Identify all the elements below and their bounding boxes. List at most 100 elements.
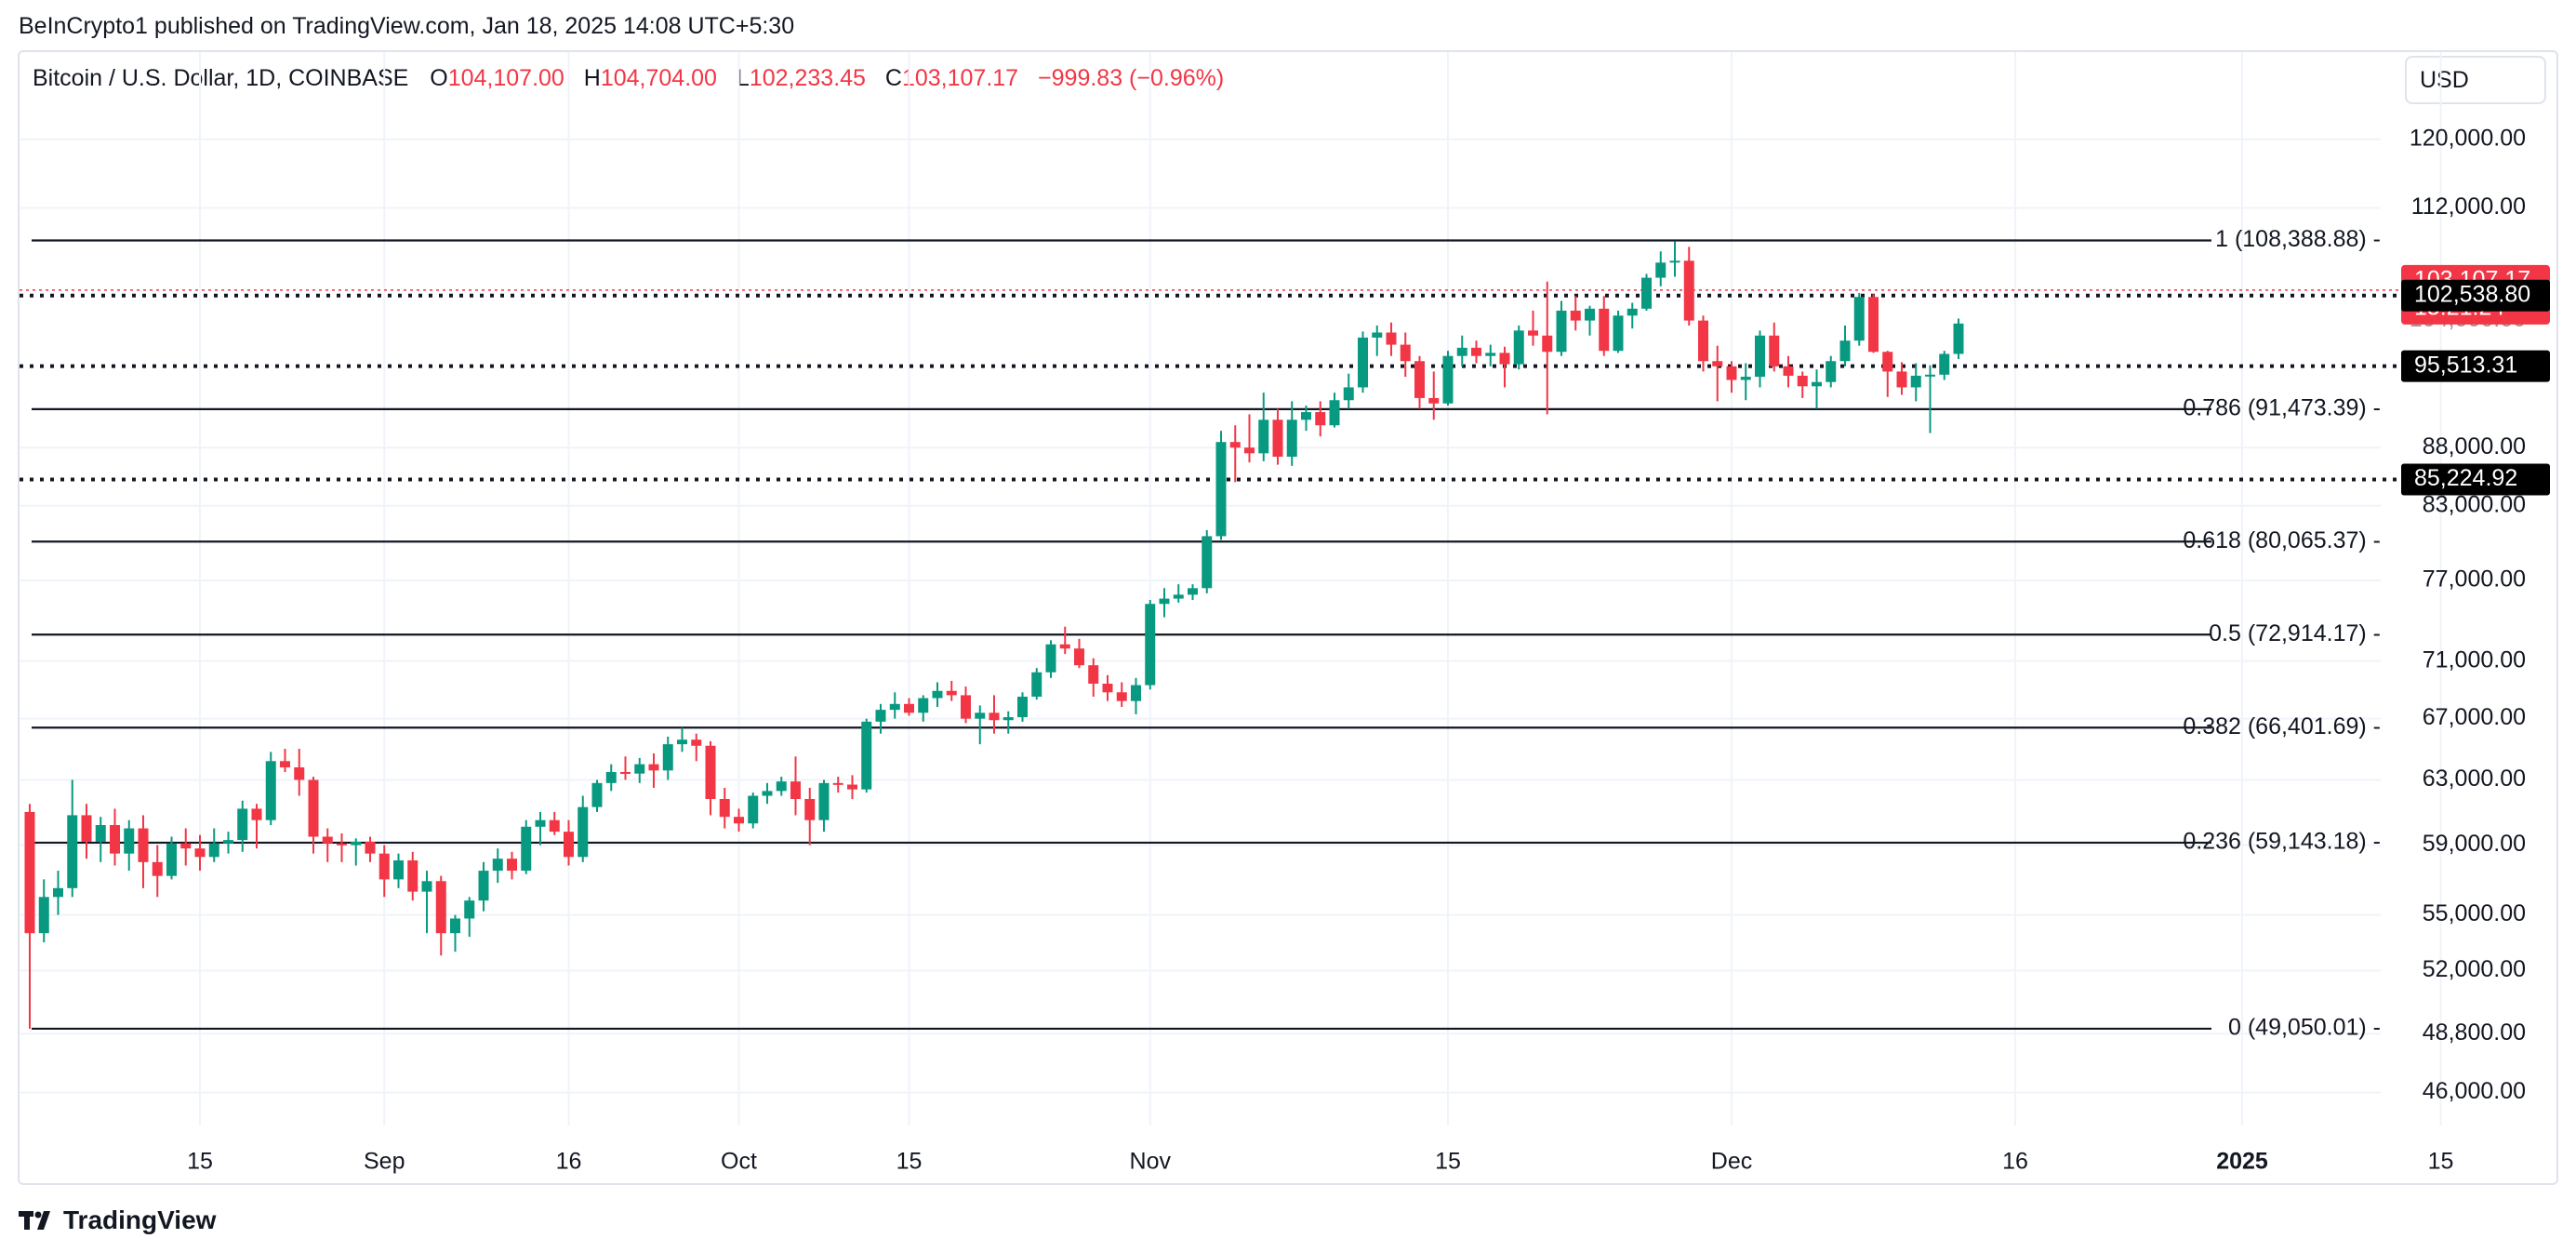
candle-up [1513,325,1524,370]
candle-body [1868,297,1879,353]
x-tick-label: 15 [896,1149,923,1175]
legend-low: L102,233.45 [736,65,866,91]
candle-down [337,832,347,862]
fib-level-label: 1 (108,388.88) - [2215,226,2381,252]
candle-down [1386,322,1397,356]
footer-brand[interactable]: TradingView [19,1205,216,1235]
candle-body [507,859,517,872]
candle-body [53,887,63,898]
candle-down [1471,340,1481,364]
candle-body [634,764,645,774]
y-tick-label: 88,000.00 [2423,433,2526,460]
candle-down [1059,626,1070,655]
candle-body [365,841,376,854]
candle-up [1301,406,1311,432]
candle-down [1698,315,1708,372]
candle-body [748,795,759,824]
candle-body [648,764,659,771]
candle-down [1088,658,1099,697]
candle-down [435,875,446,956]
y-tick-label: 46,000.00 [2423,1078,2526,1104]
candle-down [549,811,560,835]
candle-up [1953,318,1964,360]
candle-up [1173,584,1184,603]
y-tick-label: 67,000.00 [2423,704,2526,730]
candle-up [393,853,404,888]
candle-body [1755,335,1765,378]
candle-down [847,775,857,799]
y-tick-label: 55,000.00 [2423,900,2526,926]
candle-body [1386,332,1397,345]
candle-down [1244,414,1255,463]
candle-up [535,811,546,846]
candle-body [620,771,631,774]
candle-down [1683,246,1694,326]
y-tick-label: 77,000.00 [2423,566,2526,593]
candle-up [450,914,460,952]
candle-body [1272,420,1283,457]
candle-down [989,695,1000,734]
candle-body [1442,355,1454,404]
candle-up [1286,401,1297,466]
candle-body [677,739,687,745]
candle-down [1599,296,1610,356]
candle-up [208,828,219,862]
candle-up [918,695,929,722]
candle-up [605,764,617,792]
candle-body [521,826,532,872]
candle-body [1797,375,1808,387]
candle-body [1372,332,1383,338]
candle-body [180,843,192,849]
candle-body [1669,260,1680,263]
candle-down [1229,425,1241,483]
candle-down [308,777,319,854]
candle-up [1031,668,1042,700]
candle-down [1783,355,1794,388]
candle-up [421,871,432,934]
candle-up [223,832,233,854]
candle-up [776,777,787,796]
candle-up [166,836,177,880]
candle-down [946,680,957,701]
candle-down [1712,345,1723,402]
candle-body [24,811,35,934]
candle-body [1599,308,1610,352]
candle-up [1613,310,1624,353]
candle-body [265,761,276,820]
candle-down [407,851,418,901]
candle-down [365,836,376,862]
candle-up [124,819,135,872]
candle-down [24,804,35,1029]
candle-body [152,861,163,876]
legend-close: C103,107.17 [884,65,1019,91]
x-tick-label: Sep [364,1149,405,1175]
candle-down [1499,346,1510,388]
x-tick-label: Dec [1711,1149,1752,1175]
candle-up [1655,251,1666,286]
candle-up [1669,241,1680,277]
fib-level-label: 0.5 (72,914.17) - [2209,620,2381,646]
candle-up [1456,335,1467,366]
candle-body [166,843,177,876]
candle-body [719,798,730,818]
candle-up [1740,363,1751,401]
candle-body [1102,684,1113,693]
currency-button[interactable]: USD [2405,56,2546,104]
candle-up [1188,584,1198,600]
candle-up [492,848,503,884]
candle-body [875,710,886,722]
candle-body [662,744,673,771]
candle-body [1627,308,1638,316]
candle-up [1925,365,1935,433]
y-tick-label: 63,000.00 [2423,766,2526,792]
candle-body [1329,400,1340,426]
candle-up [748,792,759,829]
candle-body [1570,310,1581,321]
candle-body [407,859,418,892]
candle-down [734,808,744,832]
candle-up [1755,330,1765,388]
y-tick-label: 48,800.00 [2423,1019,2526,1046]
candle-down [294,749,305,796]
legend-open: O104,107.00 [430,65,564,91]
